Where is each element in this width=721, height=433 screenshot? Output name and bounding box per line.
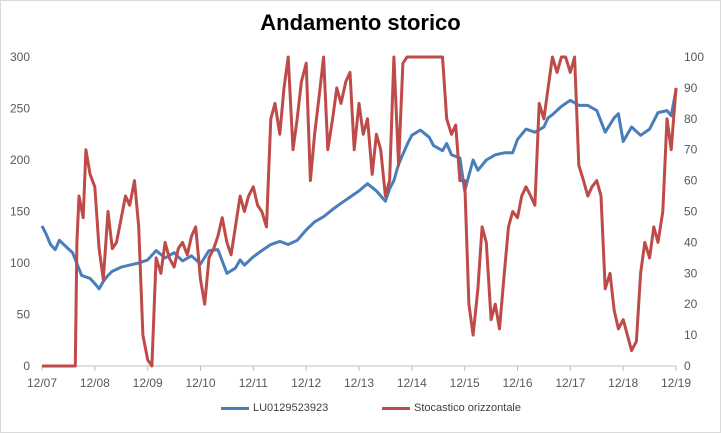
x-tick-label: 12/10 — [185, 376, 215, 390]
y-right-tick-label: 80 — [684, 112, 698, 126]
y-right-tick-label: 10 — [684, 328, 698, 342]
x-tick-label: 12/12 — [291, 376, 321, 390]
y-left-tick-label: 0 — [23, 359, 30, 373]
x-tick-label: 12/09 — [133, 376, 163, 390]
x-tick-label: 12/16 — [502, 376, 532, 390]
y-right-tick-label: 40 — [684, 235, 698, 249]
y-left-tick-label: 300 — [10, 50, 30, 64]
y-axis-left: 0 50 100 150 200 250 300 — [10, 50, 30, 373]
y-right-tick-label: 100 — [684, 50, 704, 64]
chart-title: Andamento storico — [260, 10, 461, 35]
y-left-tick-label: 150 — [10, 205, 30, 219]
x-tick-label: 12/14 — [397, 376, 427, 390]
series-layer — [40, 55, 678, 368]
series-line-lu0129523923 — [40, 89, 678, 291]
x-tick-label: 12/15 — [450, 376, 480, 390]
y-right-tick-label: 90 — [684, 81, 698, 95]
y-right-tick-label: 30 — [684, 266, 698, 280]
x-tick-label: 12/19 — [661, 376, 691, 390]
legend: LU0129523923 Stocastico orizzontale — [0, 402, 721, 420]
legend-label-lu0129523923: LU0129523923 — [253, 402, 329, 414]
y-left-tick-label: 100 — [10, 256, 30, 270]
y-right-tick-label: 50 — [684, 205, 698, 219]
x-tick-label: 12/13 — [344, 376, 374, 390]
legend-label-stocastico: Stocastico orizzontale — [414, 402, 521, 414]
y-right-tick-label: 20 — [684, 297, 698, 311]
legend-item-lu0129523923: LU0129523923 — [221, 402, 328, 414]
y-axis-right: 0 10 20 30 40 50 60 70 80 90 100 — [684, 50, 704, 373]
y-left-tick-label: 200 — [10, 153, 30, 167]
legend-item-stocastico: Stocastico orizzontale — [382, 402, 521, 414]
x-tick-label: 12/11 — [239, 376, 268, 390]
y-left-tick-label: 50 — [17, 308, 31, 322]
x-tick-label: 12/17 — [555, 376, 585, 390]
legend-swatch-stocastico — [382, 406, 410, 410]
x-tick-label: 12/18 — [608, 376, 638, 390]
x-tick-label: 12/07 — [27, 376, 57, 390]
y-right-tick-label: 0 — [684, 359, 691, 373]
y-right-tick-label: 60 — [684, 174, 698, 188]
x-tick-label: 12/08 — [80, 376, 110, 390]
y-right-tick-label: 70 — [684, 143, 698, 157]
x-axis: 12/07 12/08 12/09 12/10 12/11 12/12 12/13 12/14… — [27, 365, 691, 390]
legend-swatch-lu0129523923 — [221, 406, 249, 410]
y-left-tick-label: 250 — [10, 102, 30, 116]
series-line-stocastico-orizzontale — [42, 55, 678, 368]
